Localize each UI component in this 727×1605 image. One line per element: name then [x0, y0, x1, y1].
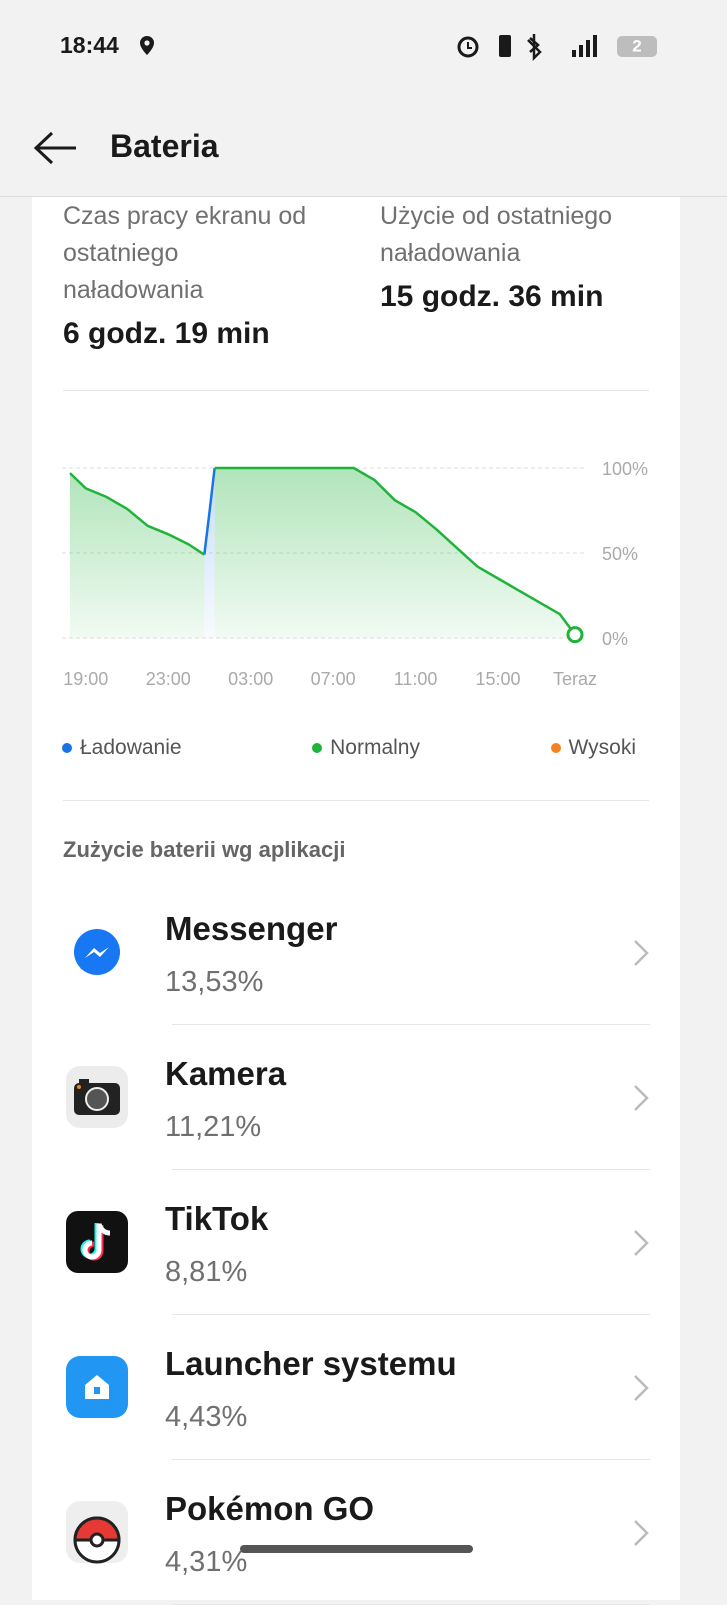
divider [172, 1459, 650, 1460]
x-tick-label: 19:00 [63, 669, 108, 689]
divider [63, 390, 649, 391]
area [70, 473, 205, 638]
legend-dot [550, 743, 561, 754]
y-tick-label: 100% [602, 459, 648, 479]
summary-screen: Czas pracy ekranu od ostatniego naładowa… [63, 198, 323, 351]
x-tick-label: 07:00 [311, 669, 356, 689]
app-usage: 8,81% [165, 1256, 248, 1288]
app-usage: 13,53% [165, 966, 264, 998]
legend-item: Normalny [312, 736, 420, 760]
app-usage: 11,21% [165, 1111, 262, 1143]
battery-chart: 100% 50% 0% 19:00 23:00 03:00 07:00 11:00 15:00 T… [62, 459, 648, 689]
app-icon [74, 929, 120, 975]
app-row[interactable]: Launcher systemu 4,43% [32, 1315, 680, 1460]
status-icons: 2 [457, 34, 657, 62]
section-title: Zużycie baterii wg aplikacji [63, 837, 346, 862]
summary-usage: Użycie od ostatniego naładowania 15 godz… [380, 198, 660, 314]
end-marker [566, 626, 584, 644]
legend-label: Normalny [330, 736, 420, 759]
app-row[interactable]: Pokémon GO 4,31% [32, 1460, 680, 1605]
area [204, 468, 215, 638]
area [214, 468, 575, 638]
app-row[interactable]: Messenger 13,53% [32, 880, 680, 1025]
chevron [634, 1520, 649, 1546]
divider [63, 800, 649, 801]
y-tick-label: 50% [602, 544, 638, 564]
x-tick-label: 23:00 [146, 669, 191, 689]
x-tick-label: 03:00 [228, 669, 273, 689]
app-icon [66, 1356, 128, 1418]
divider [172, 1024, 650, 1025]
divider [172, 1314, 650, 1315]
page-title: Bateria [110, 128, 219, 164]
app-row[interactable]: TikTok 8,81% [32, 1170, 680, 1315]
chevron [634, 1085, 649, 1111]
legend-item: Wysoki [550, 736, 636, 760]
card [32, 197, 680, 1600]
line [203, 467, 216, 555]
legend-label: Wysoki [568, 736, 636, 759]
app-name: Launcher systemu [165, 1345, 457, 1382]
legend-label: Ładowanie [80, 736, 182, 759]
chevron [634, 940, 649, 966]
app-usage: 4,43% [165, 1401, 248, 1433]
app-name: Messenger [165, 910, 338, 947]
app-icon [66, 1066, 128, 1128]
back-button[interactable] [32, 130, 80, 166]
app-name: Kamera [165, 1055, 287, 1092]
status-time: 18:44 [60, 32, 119, 58]
x-tick-label: 15:00 [476, 669, 521, 689]
legend-item: Ładowanie [62, 736, 182, 760]
app-usage: 4,31% [165, 1546, 248, 1578]
legend-dot [62, 743, 72, 754]
summary-value: 6 godz. 19 min [63, 317, 270, 350]
divider [172, 1169, 650, 1170]
x-tick-label: Teraz [553, 669, 597, 689]
summary-label: Czas pracy ekranu od ostatniego naładowa… [63, 202, 307, 304]
chevron [634, 1230, 649, 1256]
location-icon [140, 36, 154, 55]
app-row[interactable]: Kamera 11,21% [32, 1025, 680, 1170]
header-divider [0, 196, 727, 197]
y-tick-label: 0% [602, 629, 628, 649]
line [214, 466, 577, 636]
home-indicator [240, 1545, 473, 1553]
app-icon [66, 1211, 128, 1273]
x-tick-label: 11:00 [394, 669, 438, 689]
app-name: TikTok [165, 1200, 269, 1237]
chevron [634, 1375, 649, 1401]
app-name: Pokémon GO [165, 1490, 375, 1527]
line [69, 472, 206, 556]
app-icon [66, 1501, 128, 1564]
summary-value: 15 godz. 36 min [380, 280, 604, 313]
legend-dot [312, 743, 323, 754]
summary-label: Użycie od ostatniego naładowania [380, 202, 613, 267]
battery-level: 2 [632, 36, 641, 55]
legend: Ładowanie Normalny Wysoki [62, 736, 636, 760]
